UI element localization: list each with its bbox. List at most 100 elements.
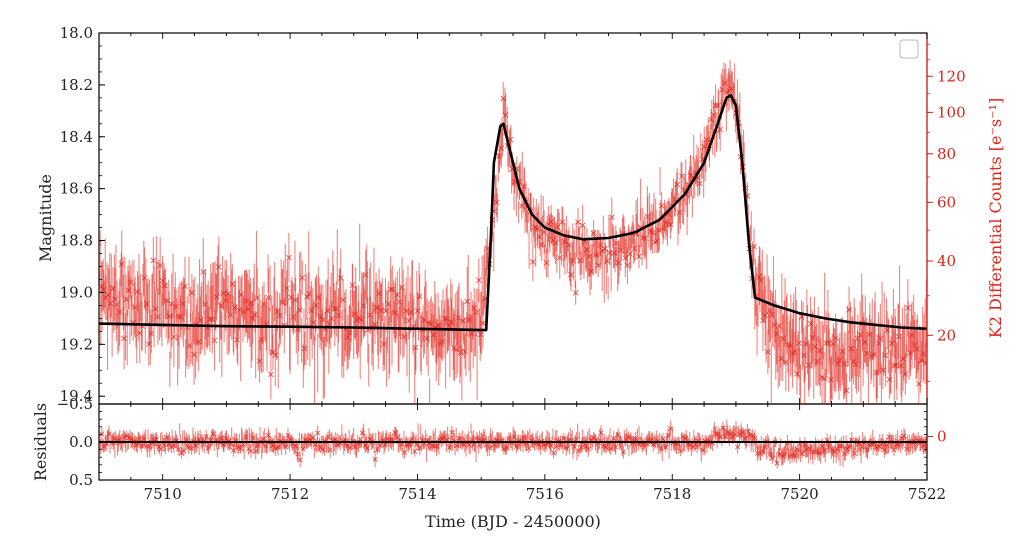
data-point bbox=[462, 334, 468, 369]
main-data-points bbox=[99, 60, 927, 404]
data-point bbox=[229, 263, 236, 304]
residuals-x-axis: 7510 7512 7514 7516 7518 7520 7522 bbox=[98, 404, 946, 503]
residual-point bbox=[327, 441, 333, 458]
data-point bbox=[536, 224, 543, 250]
data-point bbox=[464, 266, 471, 336]
data-point bbox=[715, 88, 721, 123]
residual-point bbox=[374, 445, 380, 455]
data-point bbox=[421, 286, 428, 354]
data-point bbox=[182, 256, 188, 316]
residual-point bbox=[787, 448, 793, 464]
data-point bbox=[751, 228, 757, 265]
residual-point bbox=[188, 441, 194, 455]
residual-point bbox=[99, 427, 105, 441]
y-tick-label: 18.2 bbox=[60, 76, 93, 94]
residual-point bbox=[347, 441, 353, 455]
residual-point bbox=[297, 452, 303, 468]
data-point bbox=[157, 236, 163, 295]
y2-tick-label: 100 bbox=[937, 103, 966, 121]
data-point bbox=[559, 206, 565, 238]
legend-box bbox=[899, 39, 919, 59]
data-point bbox=[238, 277, 245, 312]
y2-tick-label: 40 bbox=[937, 252, 956, 270]
data-point bbox=[161, 268, 168, 303]
data-point bbox=[270, 334, 276, 371]
main-secondary-y-axis: 0 20 40 60 80 100 120 bbox=[926, 33, 966, 445]
x-tick-label: 7516 bbox=[526, 485, 564, 503]
residual-point bbox=[449, 425, 455, 439]
data-point bbox=[416, 273, 423, 319]
data-point bbox=[893, 340, 899, 390]
data-point bbox=[477, 316, 484, 353]
data-point bbox=[268, 349, 274, 400]
data-point bbox=[631, 235, 638, 262]
data-point bbox=[608, 197, 615, 237]
data-point bbox=[604, 249, 611, 273]
data-point bbox=[864, 333, 870, 374]
x-tick-label: 7510 bbox=[144, 485, 182, 503]
y-tick-label: 18.8 bbox=[60, 232, 93, 250]
residual-point bbox=[620, 445, 627, 459]
residual-point bbox=[551, 447, 557, 459]
res-y-tick-label: −0.5 bbox=[57, 395, 93, 413]
x-tick-label: 7522 bbox=[908, 485, 946, 503]
residual-point bbox=[176, 443, 182, 456]
data-point bbox=[389, 265, 396, 314]
main-secondary-y-axis-label: K2 Differential Counts [e⁻s⁻¹] bbox=[986, 98, 1005, 338]
x-tick-label: 7518 bbox=[653, 485, 691, 503]
data-point bbox=[572, 280, 579, 305]
data-point bbox=[902, 353, 909, 396]
y-tick-label: 19.0 bbox=[60, 283, 93, 301]
y-tick-label: 19.4 bbox=[60, 387, 93, 405]
data-point bbox=[276, 292, 283, 339]
res-y-tick-label: 0.0 bbox=[69, 433, 93, 451]
residual-point bbox=[402, 446, 408, 459]
data-point bbox=[568, 258, 574, 292]
data-point bbox=[696, 171, 703, 195]
data-point bbox=[234, 317, 240, 363]
residual-point bbox=[315, 425, 321, 441]
data-point bbox=[624, 246, 631, 284]
data-point bbox=[381, 323, 387, 366]
residual-point bbox=[412, 446, 418, 457]
y2-tick-label: 80 bbox=[937, 145, 956, 163]
y2-tick-label: 20 bbox=[937, 326, 956, 344]
main-y-axis-label: Magnitude bbox=[36, 174, 55, 262]
residual-point bbox=[295, 446, 301, 462]
data-point bbox=[297, 289, 303, 331]
residual-point bbox=[238, 443, 244, 454]
residual-point bbox=[265, 427, 271, 444]
data-point bbox=[171, 306, 177, 368]
residual-point bbox=[852, 448, 858, 459]
data-point bbox=[118, 230, 125, 298]
residual-point bbox=[171, 438, 177, 454]
y-tick-label: 19.2 bbox=[60, 335, 93, 353]
data-point bbox=[674, 168, 681, 201]
residuals-y-axis: −0.5 0.0 0.5 bbox=[57, 395, 927, 489]
data-point bbox=[299, 260, 306, 295]
x-tick-label: 7514 bbox=[398, 485, 436, 503]
data-point bbox=[394, 271, 401, 319]
x-axis-label: Time (BJD - 2450000) bbox=[425, 512, 601, 531]
main-model-curve bbox=[99, 94, 927, 332]
data-point bbox=[261, 281, 267, 327]
data-point bbox=[687, 155, 694, 196]
data-point bbox=[286, 232, 292, 283]
residual-point bbox=[153, 432, 159, 447]
data-point bbox=[249, 292, 256, 345]
y2-tick-label: 120 bbox=[937, 67, 966, 85]
data-point bbox=[530, 242, 536, 282]
residual-data-points bbox=[99, 419, 927, 469]
data-point bbox=[923, 342, 927, 385]
data-point bbox=[99, 214, 102, 272]
residual-point bbox=[158, 441, 164, 457]
data-point bbox=[843, 373, 850, 404]
model-line bbox=[99, 94, 927, 332]
data-point bbox=[313, 278, 319, 332]
residual-point bbox=[526, 443, 532, 454]
data-point bbox=[658, 192, 665, 220]
data-point bbox=[150, 237, 157, 284]
residual-point bbox=[842, 446, 848, 461]
data-point bbox=[575, 208, 581, 237]
